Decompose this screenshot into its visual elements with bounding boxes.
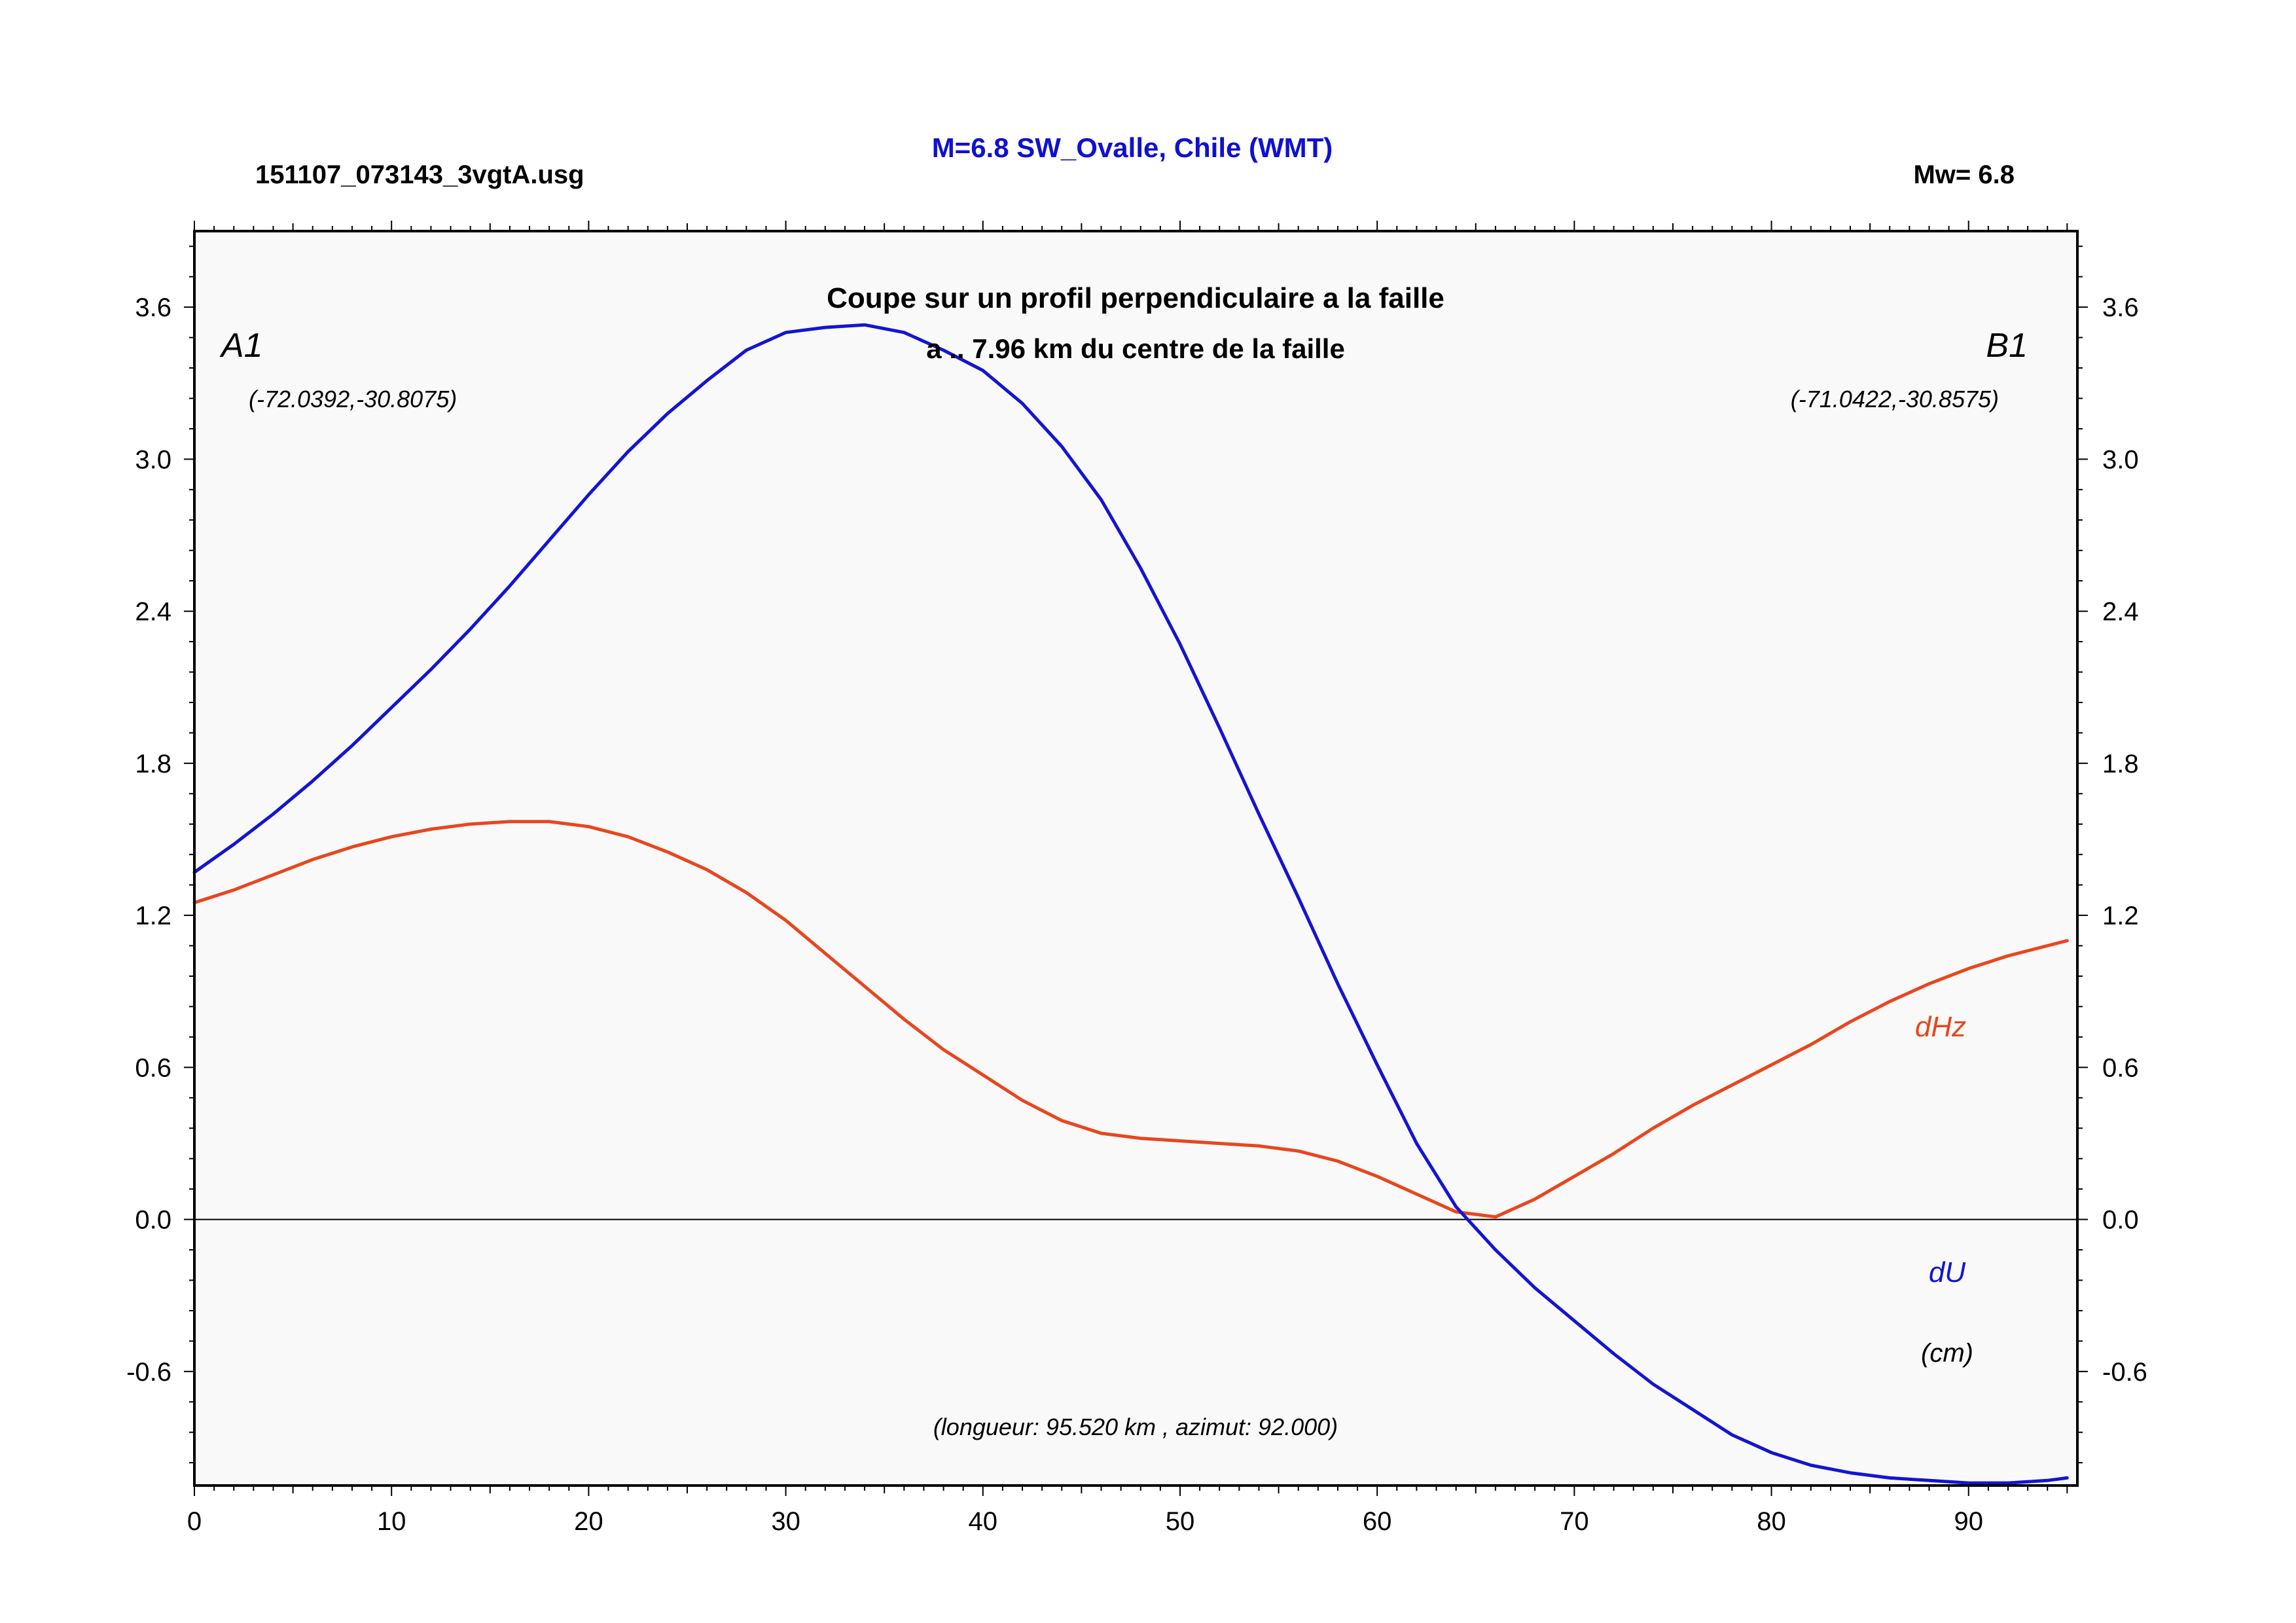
x-tick-label: 10: [377, 1507, 406, 1536]
x-tick-label: 60: [1363, 1507, 1392, 1536]
legend-label-dhz: dHz: [1915, 1011, 1966, 1043]
x-tick-label: 70: [1560, 1507, 1589, 1536]
plot-area: [194, 231, 2077, 1486]
series-line-dhz: [192, 820, 2069, 1219]
axis-ticks: 0 10 20 30 40 50 60 70 80 90 3.6 3.6 3.0 3.0 2.4 2.4 1.8…: [126, 221, 2147, 1536]
start-point-coords: (-72.0392,-30.8075): [249, 386, 457, 412]
file-name-label: 151107_073143_3vgtA.usg: [255, 160, 584, 189]
magnitude-label: Mw= 6.8: [1913, 160, 2015, 189]
chart-main-title: M=6.8 SW_Ovalle, Chile (WMT): [932, 132, 1333, 163]
y-tick-label-left: 0.0: [135, 1206, 171, 1235]
y-tick-label-right: 0.0: [2102, 1206, 2139, 1235]
y-tick-label-left: -0.6: [126, 1358, 171, 1387]
x-tick-label: 30: [771, 1507, 800, 1536]
unit-label: (cm): [1921, 1339, 1973, 1368]
legend-label-du: dU: [1929, 1256, 1965, 1288]
y-tick-label-left: 3.6: [135, 293, 171, 322]
y-tick-label-left: 3.0: [135, 445, 171, 474]
y-tick-label-left: 1.2: [135, 902, 171, 930]
x-tick-label: 20: [574, 1507, 603, 1536]
y-tick-label-right: 3.6: [2102, 293, 2139, 322]
start-point-label: A1: [219, 327, 263, 365]
end-point-coords: (-71.0422,-30.8575): [1791, 386, 1999, 412]
y-tick-label-left: 0.6: [135, 1053, 171, 1082]
plot-frame: [193, 230, 2079, 1487]
y-tick-label-left: 1.8: [135, 750, 171, 778]
y-tick-label-right: 2.4: [2102, 598, 2139, 627]
x-tick-label: 80: [1757, 1507, 1786, 1536]
y-tick-label-right: 0.6: [2102, 1053, 2139, 1082]
profile-length-azimuth-note: (longueur: 95.520 km , azimut: 92.000): [933, 1413, 1338, 1440]
series-line-du: [192, 323, 2069, 1485]
x-tick-label: 0: [187, 1507, 202, 1536]
y-tick-label-left: 2.4: [135, 598, 171, 627]
x-tick-label: 40: [969, 1507, 998, 1536]
y-tick-label-right: 1.2: [2102, 902, 2139, 930]
profile-title: Coupe sur un profil perpendiculaire a la…: [827, 282, 1444, 314]
x-tick-label: 50: [1166, 1507, 1195, 1536]
x-tick-label: 90: [1954, 1507, 1983, 1536]
y-tick-label-right: -0.6: [2102, 1358, 2147, 1387]
end-point-label: B1: [1986, 327, 2028, 365]
y-tick-label-right: 1.8: [2102, 750, 2139, 778]
profile-subtitle: a .. 7.96 km du centre de la faille: [926, 333, 1345, 364]
y-tick-label-right: 3.0: [2102, 445, 2139, 474]
